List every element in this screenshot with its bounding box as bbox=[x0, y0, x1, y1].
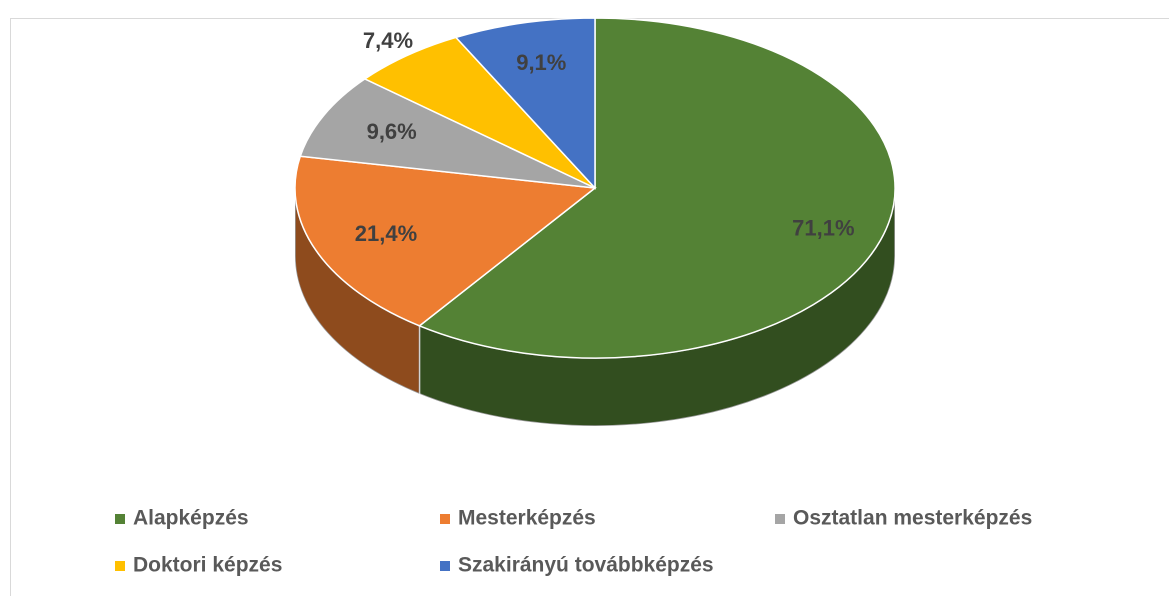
data-label: 7,4% bbox=[363, 28, 413, 53]
legend-swatch bbox=[115, 561, 125, 571]
legend-label: Mesterképzés bbox=[458, 507, 596, 530]
legend-label: Osztatlan mesterképzés bbox=[793, 507, 1032, 530]
slice-side-shade bbox=[295, 188, 420, 394]
data-label: 21,4% bbox=[355, 221, 417, 246]
legend-swatch bbox=[115, 514, 125, 524]
slice-side-shade bbox=[419, 188, 895, 426]
slice bbox=[299, 78, 596, 189]
legend-swatch bbox=[440, 514, 450, 524]
legend-label: Szakirányú továbbképzés bbox=[458, 554, 714, 577]
data-label: 71,1% bbox=[792, 216, 854, 241]
slice bbox=[363, 36, 596, 189]
legend-swatch bbox=[440, 561, 450, 571]
legend-label: Doktori képzés bbox=[133, 554, 282, 577]
slice bbox=[294, 155, 597, 327]
legend-swatch bbox=[775, 514, 785, 524]
data-label: 9,6% bbox=[367, 119, 417, 144]
slice bbox=[417, 17, 896, 359]
data-label: 9,1% bbox=[516, 50, 566, 75]
slice bbox=[454, 17, 596, 190]
legend-label: Alapképzés bbox=[133, 507, 249, 530]
